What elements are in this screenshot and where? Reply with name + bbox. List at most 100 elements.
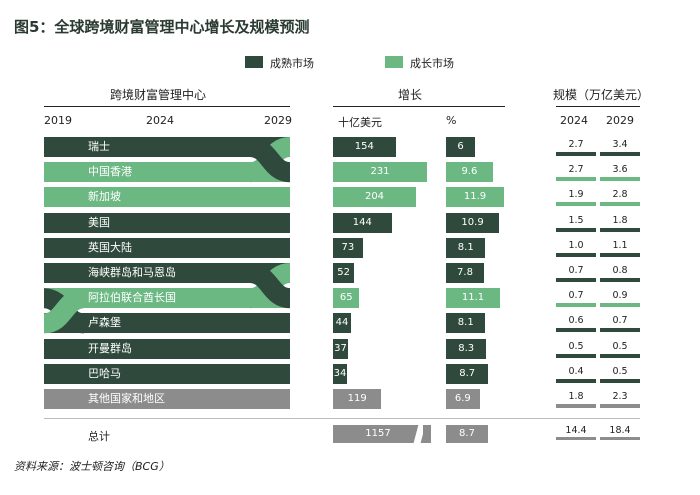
scale-2029-value: 2.3 <box>612 391 628 402</box>
growth-abs-bar <box>333 363 347 384</box>
total-growth-abs-bar-end <box>423 425 431 443</box>
center-name: 新加坡 <box>88 190 121 204</box>
scale-2029-tick <box>600 303 640 308</box>
growth-pct-bar <box>446 162 493 183</box>
center-bar <box>44 212 290 233</box>
scale-2024-tick <box>556 378 596 383</box>
growth-abs-bar <box>333 137 396 157</box>
growth-abs-value: 73 <box>341 241 355 253</box>
year-2029-label: 2029 <box>264 114 292 127</box>
ribbon-switzerland <box>248 137 292 183</box>
scale-2029-tick <box>600 152 640 156</box>
scale-2029-value: 0.5 <box>612 365 628 377</box>
growth-abs-bar <box>333 187 416 208</box>
growth-pct-bar <box>446 389 480 409</box>
header-rule-centers <box>44 106 290 107</box>
center-bar <box>44 313 290 334</box>
growth-pct-bar <box>446 313 486 334</box>
scale-2024-tick <box>556 278 596 282</box>
legend-label-mature: 成熟市场 <box>270 57 314 70</box>
scale-2024-value: 1.5 <box>568 214 584 226</box>
growth-pct-value: 11.1 <box>461 292 485 304</box>
growth-abs-bar <box>333 237 363 258</box>
scale-2029-value: 1.8 <box>612 214 628 226</box>
header-growth: 增长 <box>398 88 423 102</box>
scale-2029-header: 2029 <box>606 114 634 127</box>
scale-2029-tick <box>600 378 640 383</box>
growth-abs-value: 44 <box>335 317 349 329</box>
growth-pct-bar <box>446 338 487 359</box>
growth-pct-bar <box>446 263 485 283</box>
center-bar <box>44 338 290 359</box>
growth-abs-value: 52 <box>337 267 350 278</box>
scale-2024-tick <box>556 177 596 182</box>
scale-2029-value: 1.1 <box>612 239 628 251</box>
growth-abs-value: 34 <box>333 367 347 379</box>
scale-2024-tick <box>556 227 596 232</box>
ribbon-uae-early <box>42 288 86 334</box>
scale-2024-value: 1.0 <box>568 239 584 251</box>
total-rule <box>44 418 640 419</box>
center-bar <box>44 263 290 283</box>
growth-abs-bar <box>333 263 355 283</box>
scale-2029-tick <box>600 202 640 207</box>
growth-abs-bar <box>333 313 351 334</box>
scale-2029-value: 0.7 <box>612 315 628 327</box>
growth-pct-value: 6.9 <box>454 393 471 404</box>
growth-pct-bar <box>446 363 489 384</box>
header-rule-growth <box>333 106 505 107</box>
ribbon-channel-islands <box>248 263 292 309</box>
scale-2024-value: 1.9 <box>568 189 584 201</box>
center-name: 卢森堡 <box>88 316 121 330</box>
scale-2024-tick <box>556 328 596 333</box>
scale-2024-value: 0.4 <box>568 365 584 377</box>
growth-pct-unit: % <box>446 114 457 127</box>
scale-2024-value: 0.7 <box>568 265 584 276</box>
total-label: 总计 <box>88 430 110 443</box>
growth-pct-value: 8.7 <box>459 367 476 379</box>
growth-abs-value: 119 <box>347 393 367 404</box>
scale-2024-tick <box>556 303 596 308</box>
header-scale: 规模（万亿美元） <box>553 88 650 102</box>
growth-pct-value: 8.1 <box>457 241 474 253</box>
total-growth-pct-value: 8.7 <box>459 428 475 439</box>
center-name: 巴哈马 <box>88 366 121 380</box>
scale-2029-value: 3.6 <box>612 164 628 176</box>
growth-abs-bar <box>333 389 382 409</box>
center-name: 海峡群岛和马恩岛 <box>88 266 176 279</box>
total-growth-pct-bar <box>446 425 488 443</box>
growth-pct-value: 11.9 <box>463 191 487 203</box>
growth-pct-value: 10.9 <box>461 216 484 228</box>
scale-2029-value: 0.8 <box>612 265 628 276</box>
growth-pct-bar <box>446 187 504 208</box>
total-growth-abs-value: 1157 <box>365 428 391 439</box>
center-bar <box>44 389 290 409</box>
scale-2024-value: 0.5 <box>568 340 584 352</box>
growth-pct-value: 8.1 <box>457 317 474 329</box>
scale-2024-value: 1.8 <box>568 391 584 402</box>
total-scale-2029 <box>600 437 640 440</box>
center-bar <box>44 288 290 309</box>
legend-swatch-growth <box>385 56 403 68</box>
scale-2029-tick <box>600 177 640 182</box>
center-name: 瑞士 <box>88 140 110 153</box>
scale-2029-value: 3.4 <box>612 139 628 150</box>
legend-swatch-mature <box>245 56 263 68</box>
page-title: 图5：全球跨境财富管理中心增长及规模预测 <box>14 18 310 36</box>
growth-abs-bar <box>333 162 427 183</box>
center-name: 中国香港 <box>88 165 132 179</box>
year-2019-label: 2019 <box>44 114 72 127</box>
center-bar <box>44 162 290 183</box>
growth-pct-bar <box>446 212 500 233</box>
scale-2024-tick <box>556 252 596 257</box>
center-bar <box>44 187 290 208</box>
growth-abs-value: 154 <box>354 141 374 152</box>
header-centers: 跨境财富管理中心 <box>110 88 207 102</box>
scale-2029-tick <box>600 227 640 232</box>
center-bar <box>44 237 290 258</box>
center-name: 英国大陆 <box>88 240 132 254</box>
scale-2024-header: 2024 <box>560 114 588 127</box>
scale-2029-value: 2.8 <box>612 189 628 201</box>
growth-abs-bar <box>333 288 360 309</box>
